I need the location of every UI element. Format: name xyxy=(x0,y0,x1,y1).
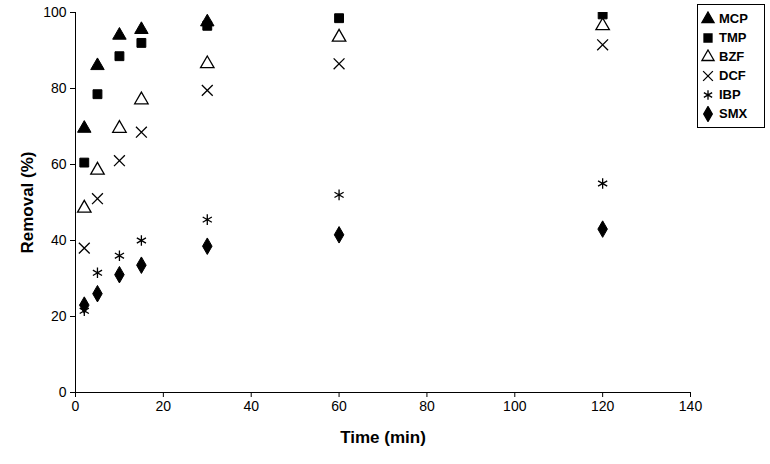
html-text:IBP: IBP xyxy=(719,87,741,102)
svg-text:60: 60 xyxy=(331,398,347,414)
svg-text:0: 0 xyxy=(59,384,67,400)
svg-text:40: 40 xyxy=(51,232,67,248)
svg-text:20: 20 xyxy=(156,398,172,414)
html-text:SMX: SMX xyxy=(719,106,748,121)
svg-text:Removal (%): Removal (%) xyxy=(18,151,37,253)
svg-text:100: 100 xyxy=(43,4,67,20)
html-text:DCF: DCF xyxy=(719,68,746,83)
html-text:BZF: BZF xyxy=(719,49,745,64)
svg-text:100: 100 xyxy=(503,398,527,414)
svg-text:0: 0 xyxy=(72,398,80,414)
svg-text:120: 120 xyxy=(591,398,615,414)
svg-text:Time (min): Time (min) xyxy=(340,428,426,447)
html-text:MCP: MCP xyxy=(719,11,748,26)
html-text:TMP: TMP xyxy=(719,30,747,45)
svg-text:80: 80 xyxy=(51,80,67,96)
svg-text:60: 60 xyxy=(51,156,67,172)
svg-text:80: 80 xyxy=(419,398,435,414)
svg-text:20: 20 xyxy=(51,308,67,324)
svg-text:40: 40 xyxy=(243,398,259,414)
svg-text:140: 140 xyxy=(679,398,703,414)
